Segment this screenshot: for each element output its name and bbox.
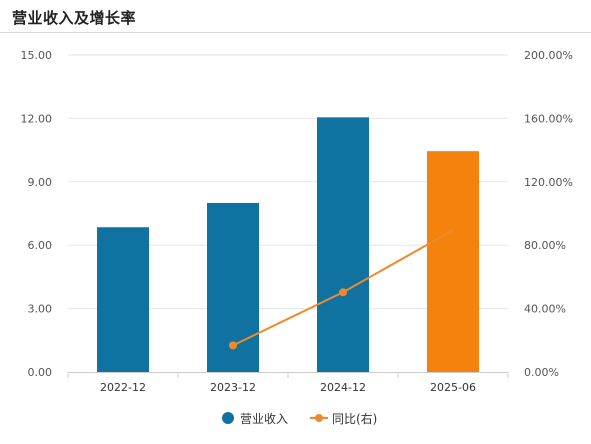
bar-2024-12 <box>317 117 369 373</box>
y-left-tick-label: 15.00 <box>21 49 53 62</box>
legend-item-revenue[interactable]: 营业收入 <box>222 408 288 428</box>
legend-revenue-marker-icon <box>222 412 234 424</box>
x-tick-label: 2023-12 <box>210 381 256 394</box>
y-right-tick-label: 200.00% <box>524 49 573 62</box>
bar-2022-12 <box>97 227 149 372</box>
legend-yoy-marker-icon <box>310 412 328 424</box>
y-left-tick-label: 0.00 <box>28 366 53 379</box>
y-left-tick-label: 12.00 <box>21 112 53 125</box>
legend-revenue-label: 营业收入 <box>240 411 289 426</box>
chart-svg: 0.00 3.00 6.00 9.00 12.00 15.00 0.00% 40.00% 80.… <box>21 49 573 394</box>
x-tick-label: 2022-12 <box>100 381 146 394</box>
chart-legend: 营业收入 同比(右) <box>0 408 591 428</box>
x-tick-label: 2025-06 <box>430 381 476 394</box>
yoy-point <box>339 288 347 297</box>
legend-yoy-label: 同比(右) <box>332 411 378 426</box>
x-tick-label: 2024-12 <box>320 381 366 394</box>
yoy-point <box>229 341 237 350</box>
y-left-tick-label: 9.00 <box>28 176 53 189</box>
y-left-tick-label: 3.00 <box>28 303 53 316</box>
bar-2025-06 <box>427 151 479 372</box>
y-right-tick-label: 160.00% <box>524 112 573 125</box>
y-right-tick-label: 40.00% <box>524 303 566 316</box>
legend-item-yoy[interactable]: 同比(右) <box>310 408 377 428</box>
y-right-tick-label: 120.00% <box>524 176 573 189</box>
y-right-tick-label: 80.00% <box>524 239 566 252</box>
y-right-tick-label: 0.00% <box>524 366 559 379</box>
y-left-tick-label: 6.00 <box>28 239 53 252</box>
chart-title: 营业收入及增长率 <box>12 9 137 27</box>
chart-header: 营业收入及增长率 <box>0 0 591 33</box>
